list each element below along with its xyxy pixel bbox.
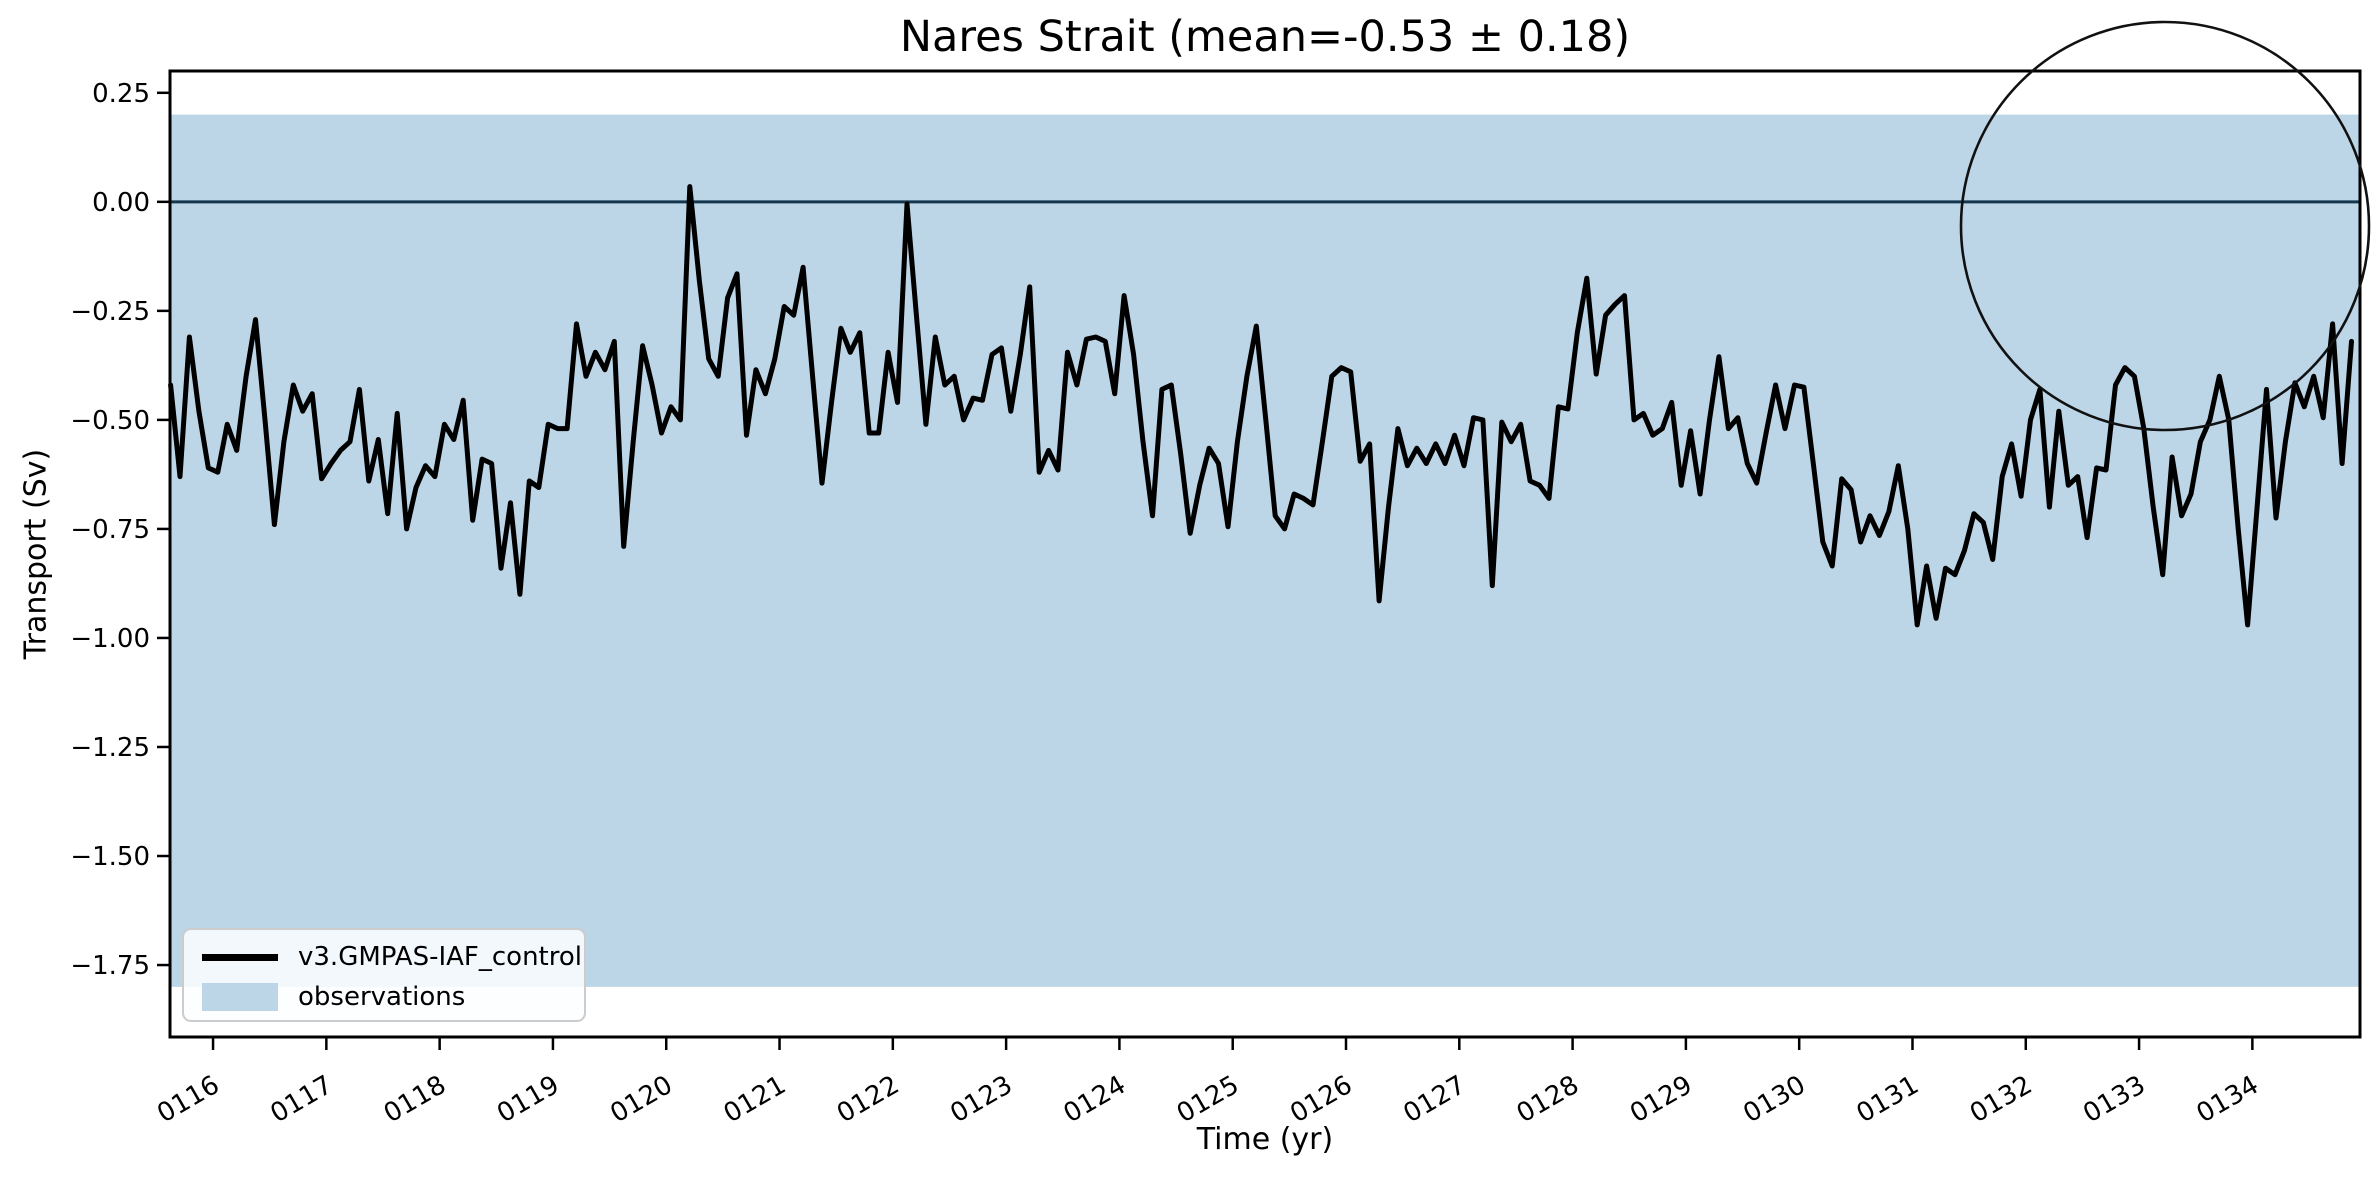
y-tick-label: −1.75 (70, 951, 150, 981)
legend-observations-label: observations (298, 982, 466, 1012)
y-tick-label: 0.25 (92, 79, 150, 109)
axes-frame-group (168, 69, 2362, 1039)
y-tick-label: −0.75 (70, 515, 150, 545)
legend-item-model: v3.GMPAS-IAF_control (202, 938, 582, 976)
map-marker-green (2070, 245, 2090, 265)
y-tick-label: −1.50 (70, 842, 150, 872)
y-tick-label: −1.25 (70, 733, 150, 763)
legend-band-swatch (202, 983, 278, 1011)
map-border (1959, 20, 2371, 432)
legend-line-swatch (202, 953, 278, 961)
map-marker-red (2069, 259, 2087, 277)
chart-title: Nares Strait (mean=-0.53 ± 0.18) (899, 12, 1631, 62)
model-timeseries-line (168, 184, 2354, 628)
series-group (168, 184, 2354, 628)
y-tick-label: −1.00 (70, 624, 150, 654)
map-graticule (1961, 22, 2369, 430)
axes-frame (168, 69, 2362, 1039)
y-tick-label: 0.00 (92, 188, 150, 218)
legend-model-label: v3.GMPAS-IAF_control (298, 942, 582, 972)
y-tick-label: −0.50 (70, 406, 150, 436)
y-tick-label: −0.25 (70, 297, 150, 327)
x-axis-label: Time (yr) (1196, 1122, 1334, 1157)
legend-item-observations: observations (202, 978, 465, 1016)
legend: v3.GMPAS-IAF_control observations (182, 928, 586, 1022)
